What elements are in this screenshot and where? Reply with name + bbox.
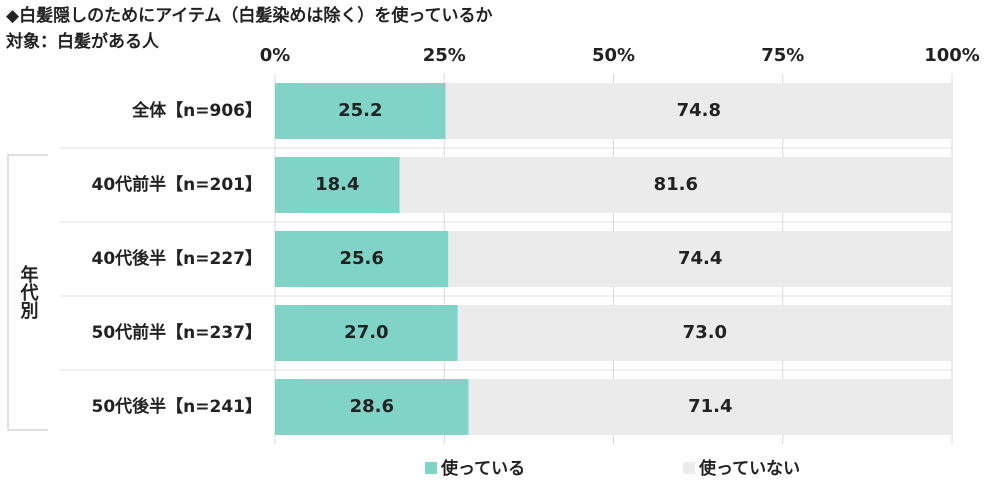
bar-segment — [275, 157, 400, 213]
bar-segment — [275, 83, 446, 139]
legend-swatch — [425, 462, 437, 474]
legend-label: 使っている — [440, 458, 525, 479]
group-label: 年代別 — [18, 264, 40, 320]
bar-segment — [399, 157, 952, 213]
bar-segment — [457, 305, 952, 361]
y-tick-label: 50代前半【n=237】 — [92, 322, 263, 343]
data-label: 28.6 — [350, 396, 394, 417]
bar-segment — [275, 231, 449, 287]
x-tick-label: 0% — [260, 45, 291, 66]
bar-segment — [275, 305, 458, 361]
x-tick-label: 100% — [924, 45, 980, 66]
data-label: 25.2 — [338, 100, 382, 121]
y-tick-label: 50代後半【n=241】 — [92, 396, 263, 417]
data-label: 74.4 — [678, 248, 722, 269]
group-bracket — [7, 154, 48, 431]
y-tick-label: 全体【n=906】 — [131, 100, 262, 121]
data-label: 73.0 — [683, 322, 727, 343]
legend-label: 使っていない — [698, 458, 800, 479]
bar-segment — [448, 231, 952, 287]
legend-swatch — [683, 462, 695, 474]
data-label: 18.4 — [315, 174, 359, 195]
data-label: 71.4 — [688, 396, 732, 417]
data-label: 74.8 — [677, 100, 721, 121]
chart-title: ◆白髪隠しのためにアイテム（白髪染めは除く）を使っているか — [6, 5, 493, 26]
bar-segment — [468, 379, 952, 435]
y-tick-label: 40代後半【n=227】 — [92, 248, 263, 269]
bar-segment — [275, 379, 469, 435]
bar-segment — [445, 83, 952, 139]
x-tick-label: 25% — [423, 45, 466, 66]
x-tick-label: 75% — [761, 45, 804, 66]
y-tick-label: 40代前半【n=201】 — [92, 174, 263, 195]
data-label: 81.6 — [654, 174, 698, 195]
x-tick-label: 50% — [592, 45, 635, 66]
data-label: 25.6 — [339, 248, 383, 269]
chart-subtitle: 対象：白髪がある人 — [5, 31, 160, 52]
data-label: 27.0 — [344, 322, 388, 343]
